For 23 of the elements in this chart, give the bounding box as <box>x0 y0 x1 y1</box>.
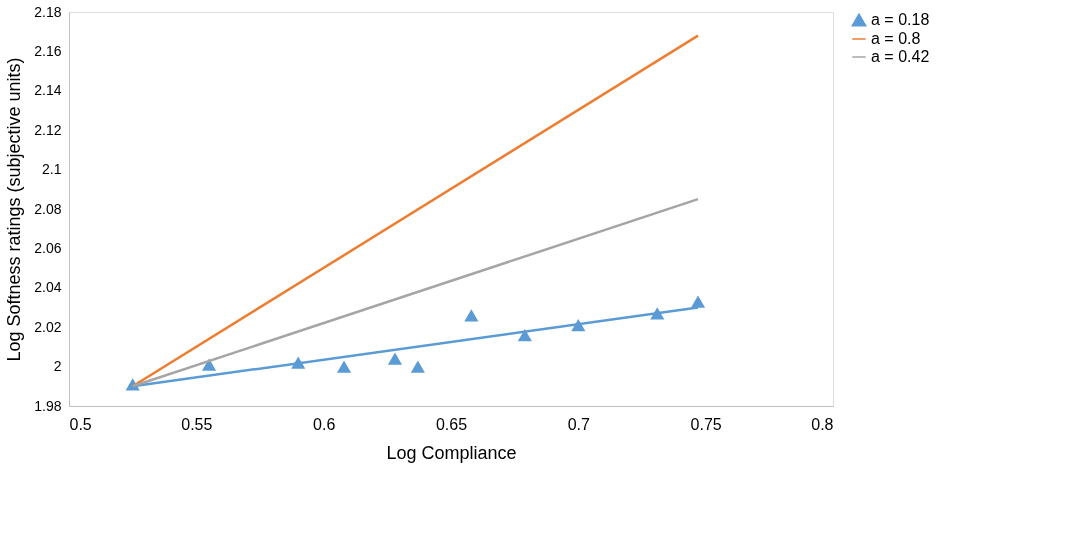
legend-label: a = 0.42 <box>871 48 930 65</box>
legend-label: a = 0.8 <box>871 30 921 47</box>
y-tick-label: 2.04 <box>34 279 62 296</box>
y-tick-label: 2 <box>53 358 62 375</box>
y-axis-title: Log Softness ratings (subjective units) <box>4 57 25 362</box>
x-tick-label: 0.65 <box>435 415 468 433</box>
x-tick-label: 0.55 <box>181 415 213 433</box>
x-tick-label: 0.75 <box>690 415 722 433</box>
y-tick-label: 2.02 <box>34 318 62 335</box>
y-tick-label: 2.1 <box>42 161 62 178</box>
y-tick-label: 2.12 <box>34 121 62 138</box>
y-tick-label: 2.16 <box>34 42 62 59</box>
x-tick-label: 0.7 <box>567 415 591 433</box>
y-tick-label: 2.18 <box>34 3 62 20</box>
x-tick-label: 0.8 <box>811 415 834 433</box>
x-tick-label: 0.5 <box>69 415 92 433</box>
x-axis-title: Log Compliance <box>386 442 517 463</box>
y-tick-label: 1.98 <box>34 397 62 414</box>
y-tick-label: 2.08 <box>34 200 62 217</box>
legend-label: a = 0.18 <box>871 11 930 28</box>
y-tick-label: 2.06 <box>34 239 62 256</box>
y-tick-label: 2.14 <box>34 82 62 99</box>
x-tick-label: 0.6 <box>313 415 336 433</box>
